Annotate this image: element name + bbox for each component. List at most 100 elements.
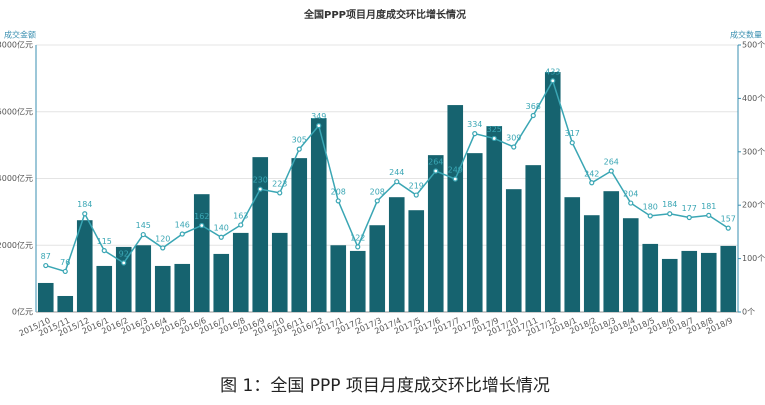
point — [452, 176, 458, 182]
value-label: 223 — [272, 179, 287, 188]
bar — [174, 263, 191, 312]
point — [491, 135, 497, 142]
bar — [115, 246, 132, 312]
y2-tick-label: 200个 — [742, 201, 765, 210]
point — [472, 131, 478, 137]
point — [121, 260, 127, 266]
point — [43, 262, 49, 269]
point — [569, 140, 575, 146]
value-label: 305 — [292, 136, 307, 145]
value-label: 163 — [233, 211, 248, 220]
y2-tick-label: 400个 — [742, 94, 765, 103]
point — [589, 180, 595, 186]
value-label: 180 — [643, 202, 658, 211]
point — [530, 112, 536, 119]
value-label: 368 — [526, 102, 541, 111]
point — [628, 200, 634, 206]
bar — [447, 105, 464, 312]
bar — [349, 250, 366, 312]
y2-tick-label: 0个 — [742, 308, 755, 317]
y-tick-label: 6000亿元 — [0, 106, 33, 116]
point — [394, 179, 400, 185]
bar — [271, 232, 288, 312]
line — [45, 78, 729, 273]
point — [160, 245, 166, 251]
value-label: 249 — [448, 166, 463, 175]
point — [140, 231, 146, 238]
value-label: 242 — [584, 169, 599, 178]
value-label: 264 — [604, 158, 619, 167]
value-label: 140 — [214, 224, 229, 233]
value-label: 145 — [136, 221, 151, 230]
bar — [622, 218, 639, 312]
value-label: 433 — [545, 67, 560, 76]
bar — [486, 126, 503, 312]
bar — [76, 220, 93, 312]
value-label: 334 — [467, 120, 482, 129]
point — [706, 212, 712, 218]
y2-tick-label: 500个 — [742, 41, 765, 50]
bar — [603, 191, 620, 312]
bar — [505, 189, 522, 312]
value-label: 244 — [389, 168, 404, 177]
bar — [330, 245, 347, 312]
y2-axis-title: 成交数量 — [730, 30, 762, 40]
chart-title: 全国PPP项目月度成交环比增长情况 — [303, 8, 466, 21]
point — [316, 123, 322, 129]
point — [101, 247, 107, 254]
bar — [583, 215, 600, 312]
value-label: 208 — [331, 187, 346, 196]
bar — [193, 194, 210, 312]
point — [335, 198, 341, 204]
value-label: 208 — [370, 187, 385, 196]
point — [686, 214, 692, 221]
bar — [291, 158, 308, 312]
y-tick-label: 2000亿元 — [0, 240, 33, 250]
value-label: 177 — [682, 204, 697, 213]
point — [82, 211, 88, 217]
y-axis-title: 成交金额 — [4, 30, 36, 40]
point — [433, 168, 439, 174]
point — [218, 234, 224, 240]
bar — [525, 165, 542, 312]
bar — [642, 243, 659, 312]
value-label: 122 — [350, 233, 365, 242]
value-label: 146 — [175, 221, 190, 230]
value-label: 264 — [428, 158, 443, 167]
point — [647, 213, 653, 219]
value-label: 162 — [194, 212, 209, 221]
value-label: 230 — [253, 176, 268, 185]
bar — [213, 253, 230, 312]
y-tick-label: 0亿元 — [12, 307, 33, 317]
bar — [388, 197, 405, 312]
point — [199, 222, 205, 229]
value-label: 115 — [97, 237, 112, 246]
bar — [57, 295, 74, 312]
caption: 图 1：全国 PPP 项目月度成交环比增长情况 — [220, 376, 550, 396]
point — [374, 198, 380, 204]
y2-tick-label: 300个 — [742, 147, 765, 156]
bar — [466, 153, 483, 312]
point — [725, 225, 731, 231]
bar — [720, 245, 737, 312]
point — [355, 244, 361, 250]
value-label: 204 — [623, 190, 638, 199]
bar — [96, 265, 113, 312]
value-label: 184 — [77, 200, 92, 209]
bar — [408, 210, 425, 312]
point — [550, 78, 556, 84]
point — [296, 146, 302, 152]
value-label: 219 — [409, 182, 424, 191]
point — [511, 144, 517, 150]
point — [62, 268, 68, 275]
point — [238, 222, 244, 228]
bar — [135, 245, 152, 312]
point — [667, 211, 673, 217]
point — [179, 231, 185, 237]
bar — [700, 252, 717, 312]
value-label: 76 — [60, 258, 70, 267]
value-label: 181 — [701, 202, 716, 211]
value-label: 349 — [311, 112, 326, 121]
value-label: 157 — [721, 215, 736, 224]
